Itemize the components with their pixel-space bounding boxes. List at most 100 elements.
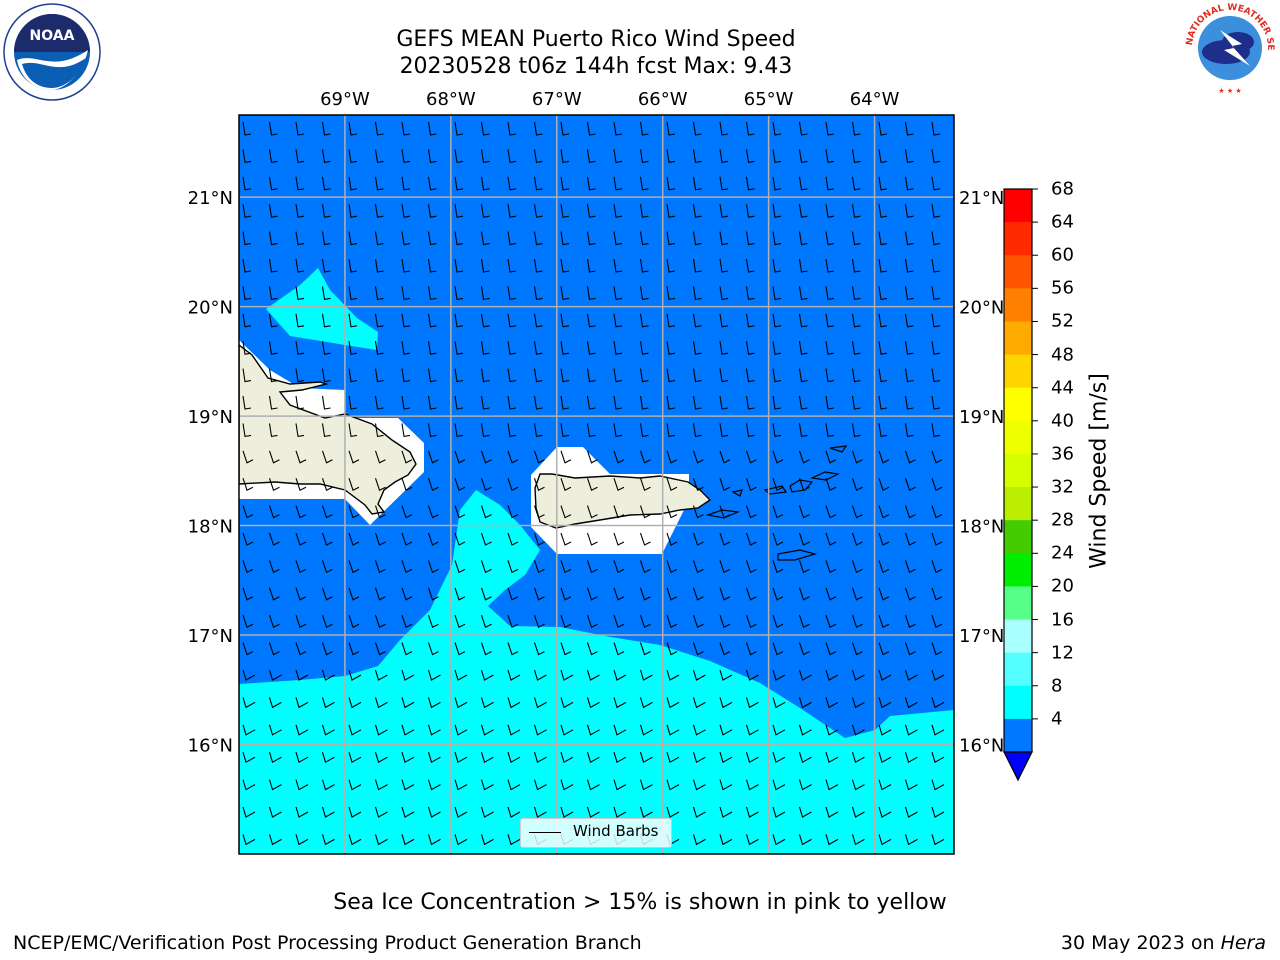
wind-barb [427,724,441,736]
wind-barb [772,395,782,410]
wind-barb [533,423,543,438]
wind-barb [401,176,411,191]
wind-barb [348,669,362,681]
wind-barb [374,642,386,656]
wind-barb [719,697,733,709]
wind-barb [242,368,252,383]
wind-barb [586,450,598,464]
wind-barb [374,450,386,464]
wind-barb [851,615,863,628]
wind-barb [268,258,278,273]
wind-barb [613,478,625,491]
nws-logo: NATIONAL WEATHER SERVICE ★ ★ ★ [1177,0,1280,100]
wind-barb [321,724,335,736]
wind-barb [507,258,517,273]
wind-barb [401,313,411,328]
wind-barb [825,121,835,136]
map-tick-labels: 69°W 69°W 68°W 68°W 67°W 67°W 66°W 66°W 65°W 65°W… [188,89,1005,860]
wind-barb [480,806,494,818]
wind-barb [878,368,888,383]
colorbar-tick-label: 36 [1051,443,1074,465]
wind-barb [454,532,466,546]
wind-barb [586,560,598,574]
wind-barb [798,231,808,246]
wind-barb [480,176,490,191]
wind-barb [427,697,441,709]
wind-barb [507,806,521,818]
wind-barb [348,478,360,491]
wind-barb [560,724,574,736]
wind-barb [401,368,411,383]
wind-barb [639,423,649,438]
wind-barb [825,149,835,164]
wind-barb [480,697,494,709]
land-vieques [705,509,741,519]
wind-barb [533,313,543,328]
wind-barb [904,423,914,438]
wind-barb [533,697,547,709]
wind-barb [692,176,702,191]
wind-barb [507,286,517,301]
map-subtitle: 20230528 t06z 144h fcst Max: 9.43 [399,54,793,79]
wind-barb [745,478,757,491]
wind-barb [348,450,360,464]
wind-barb [348,615,360,628]
wind-8-12-region-south [239,490,954,854]
wind-barb [931,779,945,791]
wind-barb [348,204,358,218]
wind-barb [825,642,837,656]
wind-barb [242,313,252,328]
wind-barb [586,368,596,383]
land-puerto-rico [534,473,712,529]
wind-barb [666,697,680,709]
wind-barb [374,341,384,355]
wind-barb [772,642,784,656]
wind-barb [480,560,492,574]
wind-barb [480,395,490,410]
wind-barb [374,149,384,164]
wind-barb [798,697,812,709]
wind-barb [825,532,837,546]
wind-barb [295,313,305,328]
map-frame [238,114,955,855]
wind-barb [692,149,702,164]
wind-barb [507,368,517,383]
wind-barb [295,368,305,383]
wind-barb [613,423,623,438]
wind-barb [639,779,653,791]
wind-barb [904,587,916,601]
wind-barb [931,368,941,383]
wind-barb [719,313,729,328]
wind-barb [560,560,572,574]
wind-barb [878,587,890,601]
wind-barb [613,121,623,136]
wind-barb [798,478,810,491]
wind-barb [374,368,384,383]
wind-barb [798,176,808,191]
wind-barb [666,176,676,191]
wind-barb [692,231,702,246]
wind-barb [798,834,812,846]
lon-tick-label: 65°W [744,858,794,860]
wind-barb [904,669,918,681]
lon-tick-label: 65°W [744,89,794,110]
wind-barb [533,204,543,218]
wind-barb [772,615,784,628]
lat-tick-label: 18°N [959,517,1004,538]
wind-barb [560,669,574,681]
lon-tick-label: 68°W [426,89,476,110]
wind-barb [798,368,808,383]
wind-barb [507,642,519,656]
wind-barb [931,423,941,438]
wind-barb [268,423,278,438]
wind-barb [321,560,333,574]
wind-barb [613,368,623,383]
colorbar-tick-label: 16 [1051,609,1074,631]
wind-barb [719,423,729,438]
wind-barb [586,286,596,301]
wind-barb [480,423,490,438]
lat-tick-label: 17°N [188,626,233,647]
wind-barb [851,532,863,546]
lat-tick-label: 21°N [959,188,1004,209]
wind-barb [745,204,755,218]
